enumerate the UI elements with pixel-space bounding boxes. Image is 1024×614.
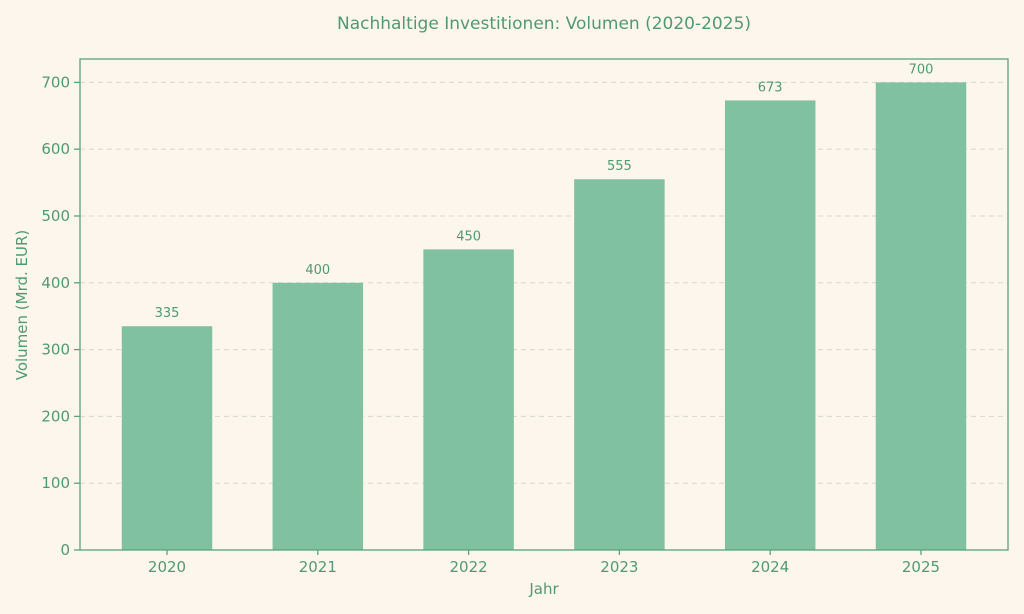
x-axis: 2020 2021 2022 2023 2024 2025 — [148, 550, 940, 576]
data-labels: 335 400 450 555 673 700 — [155, 62, 934, 321]
grid-lines — [80, 81, 1008, 484]
bar-2020 — [121, 326, 213, 550]
data-label: 450 — [456, 229, 481, 244]
bar-2025 — [875, 82, 967, 550]
bars — [121, 82, 967, 550]
y-tick-label: 500 — [41, 207, 70, 225]
data-label: 335 — [155, 306, 180, 321]
bar-2023 — [574, 179, 665, 550]
data-label: 555 — [607, 159, 632, 174]
x-tick-label: 2023 — [600, 558, 638, 576]
x-tick-label: 2024 — [751, 558, 789, 576]
x-tick-label: 2021 — [299, 558, 337, 576]
chart-title: Nachhaltige Investitionen: Volumen (2020… — [337, 14, 751, 34]
x-axis-label: Jahr — [528, 580, 559, 598]
y-tick-label: 600 — [41, 140, 70, 158]
y-tick-label: 200 — [41, 407, 70, 425]
y-axis-label: Volumen (Mrd. EUR) — [13, 230, 31, 381]
y-tick-label: 0 — [60, 541, 70, 559]
bar-2021 — [272, 282, 364, 550]
data-label: 700 — [909, 62, 934, 77]
y-tick-label: 700 — [41, 73, 70, 91]
y-axis: 0 100 200 300 400 500 600 700 — [41, 73, 80, 559]
bar-2024 — [724, 100, 816, 550]
data-label: 400 — [305, 263, 330, 278]
y-tick-label: 300 — [41, 341, 70, 359]
bar-2022 — [423, 249, 514, 550]
data-label: 673 — [758, 80, 783, 95]
y-tick-label: 400 — [41, 274, 70, 292]
plot-frame — [79, 58, 1009, 551]
x-tick-label: 2025 — [902, 558, 940, 576]
x-tick-label: 2020 — [148, 558, 186, 576]
y-tick-label: 100 — [41, 474, 70, 492]
x-tick-label: 2022 — [450, 558, 488, 576]
